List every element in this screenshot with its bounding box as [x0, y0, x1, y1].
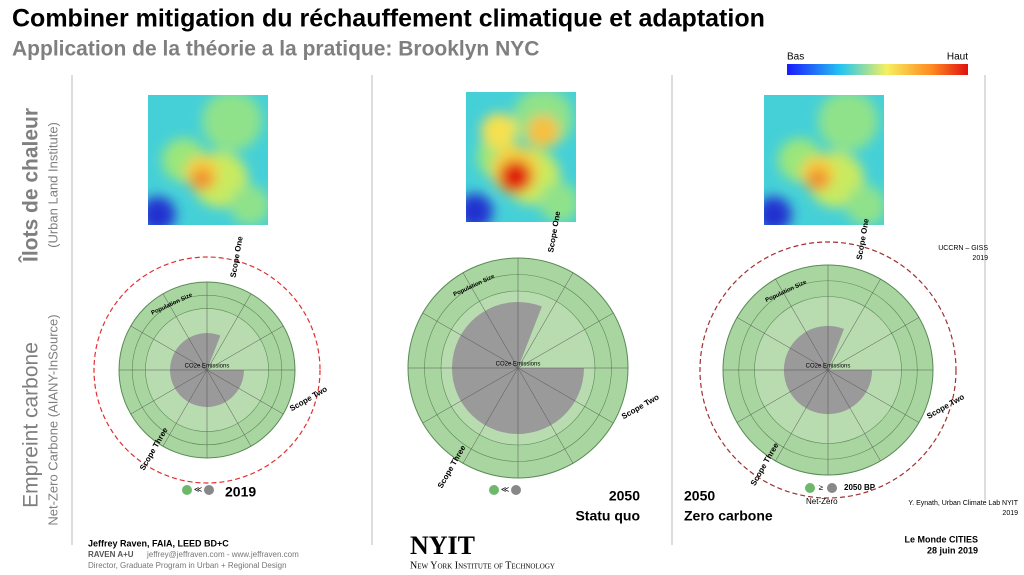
heat-blobs	[466, 92, 576, 222]
wheel-spoke	[422, 312, 519, 369]
wheel-spoke	[162, 293, 208, 371]
row-label: Îlots de chaleur	[19, 108, 43, 263]
heat-blob	[191, 168, 213, 191]
comparison: ≪	[194, 485, 202, 494]
icon-minus	[489, 485, 499, 495]
wheel-spoke	[775, 369, 829, 462]
wheel-scope: Scope Two	[620, 392, 661, 421]
role: Director, Graduate Program in Urban + Re…	[88, 561, 287, 570]
wheel-spoke	[206, 325, 284, 371]
heat-blob	[466, 193, 493, 222]
wheel-scope: Scope Two	[288, 384, 329, 413]
comparison: ≥	[819, 483, 824, 492]
row-source: Net-Zero Carbone (AIANY-InSource)	[45, 314, 60, 525]
heat-blob	[527, 115, 559, 147]
panel-year: 2050	[609, 488, 640, 504]
logo: NYIT	[410, 531, 475, 560]
wheel-spoke	[517, 367, 574, 464]
source: 28 juin 2019	[927, 545, 978, 555]
wheel-spoke	[827, 278, 881, 371]
heat-blobs	[148, 95, 268, 225]
wheel-spoke	[517, 367, 614, 424]
wheel-outline	[93, 256, 321, 484]
dividers	[71, 75, 986, 545]
author: Jeffrey Raven, FAIA, LEED BD+C	[88, 538, 229, 548]
wheel-spoke	[827, 369, 920, 423]
heat-blobs	[764, 95, 884, 225]
row-label: Empreint carbone	[20, 342, 43, 508]
heat-map	[764, 95, 884, 225]
color-bar	[787, 64, 968, 75]
heat-blob	[499, 160, 532, 193]
contact: jeffrey@jeffraven.com - www.jeffraven.co…	[146, 550, 299, 559]
wheel-spoke	[130, 369, 208, 415]
wheel-spoke	[206, 293, 252, 371]
wheel-spoke	[775, 278, 829, 371]
heat-blob	[807, 168, 829, 191]
comparison: ≪	[501, 485, 509, 494]
source: Le Monde CITIES	[904, 534, 978, 544]
wheel-scope: Scope Two	[925, 392, 966, 421]
icon-minus	[182, 485, 192, 495]
wheel-outline	[699, 241, 957, 499]
heat-map	[466, 92, 576, 222]
panel-scenario: Zero carbone	[684, 508, 773, 524]
panel-year: 2019	[225, 484, 256, 500]
icon-plus	[204, 485, 214, 495]
institute: New York Institute of Technology	[410, 560, 555, 571]
panel-year: 2050	[684, 488, 715, 504]
wheel-spoke	[162, 369, 208, 447]
wheel-center: CO2e Emissions	[496, 362, 541, 368]
source: 2019	[972, 255, 988, 262]
heat-blob	[818, 95, 878, 151]
wheel-spoke	[827, 317, 920, 371]
icon-plus	[827, 483, 837, 493]
heat-maps	[148, 92, 884, 225]
row-labels: Îlots de chaleur (Urban Land Institute) …	[19, 108, 61, 526]
source: 2019	[1002, 510, 1018, 517]
heat-blob	[202, 95, 262, 151]
wheel-spoke	[736, 317, 829, 371]
heat-blob	[230, 185, 268, 225]
wheel-spoke	[130, 325, 208, 371]
heat-blob	[846, 185, 884, 225]
row-source: (Urban Land Institute)	[45, 122, 60, 248]
legend-high: Haut	[947, 52, 968, 63]
wheel-spoke	[206, 369, 252, 447]
wheel-scope: Scope One	[229, 235, 245, 278]
legend-low: Bas	[787, 52, 804, 63]
source: UCCRN – GISS	[938, 245, 988, 252]
wheel-spoke	[736, 369, 829, 423]
heat-blob	[148, 196, 176, 225]
wheel-spoke	[422, 367, 519, 424]
wheel-spoke	[827, 369, 881, 462]
heat-blob	[481, 113, 517, 149]
icon-plus	[511, 485, 521, 495]
wheel-center: CO2e Emissions	[185, 364, 230, 370]
wheel-spoke	[517, 272, 574, 369]
source: Y. Eynath, Urban Climate Lab NYIT	[908, 500, 1018, 507]
icon-minus	[805, 483, 815, 493]
target: 2050 BP	[844, 483, 876, 492]
subtitle: Application de la théorie a la pratique:…	[12, 38, 539, 61]
heat-blob	[539, 182, 576, 222]
firm: RAVEN A+U	[88, 550, 134, 559]
wheel-center: CO2e Emissions	[806, 364, 851, 370]
title: Combiner mitigation du réchauffement cli…	[12, 5, 765, 33]
wheel-spoke	[462, 367, 519, 464]
target-label: Net-Zero	[806, 497, 838, 506]
panel-scenario: Statu quo	[575, 508, 640, 524]
wheel-spoke	[206, 369, 284, 415]
wheel-spoke	[462, 272, 519, 369]
heat-map	[148, 95, 268, 225]
wheel-spoke	[517, 312, 614, 369]
heat-blob	[764, 196, 792, 225]
